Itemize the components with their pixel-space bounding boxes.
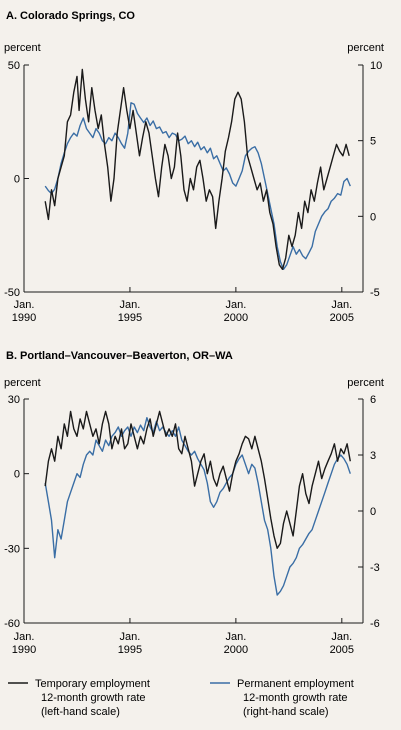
panel-a-x-tick-label-year: 1995 <box>118 312 142 324</box>
panel-b: B. Portland–Vancouver–Beaverton, OR–WA p… <box>4 350 384 656</box>
panel-b-x-tick-label-year: 1990 <box>12 644 36 656</box>
panel-b-left-tick-label: 0 <box>14 469 20 481</box>
panel-a-ticks: 500-501050-5Jan.1990Jan.1995Jan.2000Jan.… <box>4 60 382 324</box>
panel-b-x-tick-label-month: Jan. <box>331 631 352 643</box>
legend-temporary-line3: (left-hand scale) <box>41 706 120 718</box>
panel-a-x-tick-label-year: 2000 <box>224 312 248 324</box>
panel-b-right-tick-label: -6 <box>370 618 380 630</box>
panel-a-right-tick-label: 10 <box>370 60 382 72</box>
legend-temporary-line2: 12-month growth rate <box>41 692 146 704</box>
panel-a-right-tick-label: 5 <box>370 136 376 148</box>
panel-a-x-tick-label-month: Jan. <box>120 299 141 311</box>
panel-b-title: B. Portland–Vancouver–Beaverton, OR–WA <box>6 350 233 362</box>
legend-permanent-line3: (right-hand scale) <box>243 706 329 718</box>
panel-a-left-tick-label: 50 <box>8 60 20 72</box>
panel-b-right-tick-label: 0 <box>370 506 376 518</box>
panel-a-left-tick-label: -50 <box>4 287 20 299</box>
panel-b-left-tick-label: 30 <box>8 394 20 406</box>
panel-b-left-tick-label: -60 <box>4 618 20 630</box>
panel-a: A. Colorado Springs, CO percent percent … <box>4 10 384 324</box>
panel-b-right-unit: percent <box>347 377 384 389</box>
panel-a-temporary-employment-line <box>44 68 350 270</box>
panel-b-ticks: 300-30-60630-3-6Jan.1990Jan.1995Jan.2000… <box>4 394 380 656</box>
panel-b-lines <box>44 410 351 596</box>
panel-b-x-tick-label-month: Jan. <box>14 631 35 643</box>
legend-temporary-line1: Temporary employment <box>35 678 150 690</box>
panel-a-x-tick-label-year: 2005 <box>330 312 354 324</box>
panel-a-left-tick-label: 0 <box>14 174 20 186</box>
panel-b-permanent-employment-line <box>44 417 351 596</box>
panel-a-right-unit: percent <box>347 42 384 54</box>
panel-a-permanent-employment-line <box>44 102 351 270</box>
panel-b-left-unit: percent <box>4 377 41 389</box>
panel-b-x-tick-label-year: 1995 <box>118 644 142 656</box>
panel-a-x-tick-label-month: Jan. <box>225 299 246 311</box>
panel-a-right-tick-label: -5 <box>370 287 380 299</box>
legend: Temporary employment 12-month growth rat… <box>8 678 354 718</box>
panel-a-x-tick-label-month: Jan. <box>331 299 352 311</box>
panel-b-right-tick-label: 6 <box>370 394 376 406</box>
panel-b-left-tick-label: -30 <box>4 543 20 555</box>
panel-a-left-unit: percent <box>4 42 41 54</box>
panel-b-x-tick-label-year: 2000 <box>224 644 248 656</box>
panel-a-x-tick-label-year: 1990 <box>12 312 36 324</box>
panel-b-right-tick-label: -3 <box>370 562 380 574</box>
panel-b-x-tick-label-year: 2005 <box>330 644 354 656</box>
panel-a-title: A. Colorado Springs, CO <box>6 10 135 22</box>
panel-a-right-tick-label: 0 <box>370 211 376 223</box>
panel-a-lines <box>44 68 351 270</box>
panel-b-x-tick-label-month: Jan. <box>225 631 246 643</box>
legend-permanent-line2: 12-month growth rate <box>243 692 348 704</box>
panel-a-x-tick-label-month: Jan. <box>14 299 35 311</box>
panel-b-temporary-employment-line <box>44 410 351 549</box>
panel-b-right-tick-label: 3 <box>370 450 376 462</box>
panel-b-x-tick-label-month: Jan. <box>120 631 141 643</box>
legend-permanent-line1: Permanent employment <box>237 678 354 690</box>
